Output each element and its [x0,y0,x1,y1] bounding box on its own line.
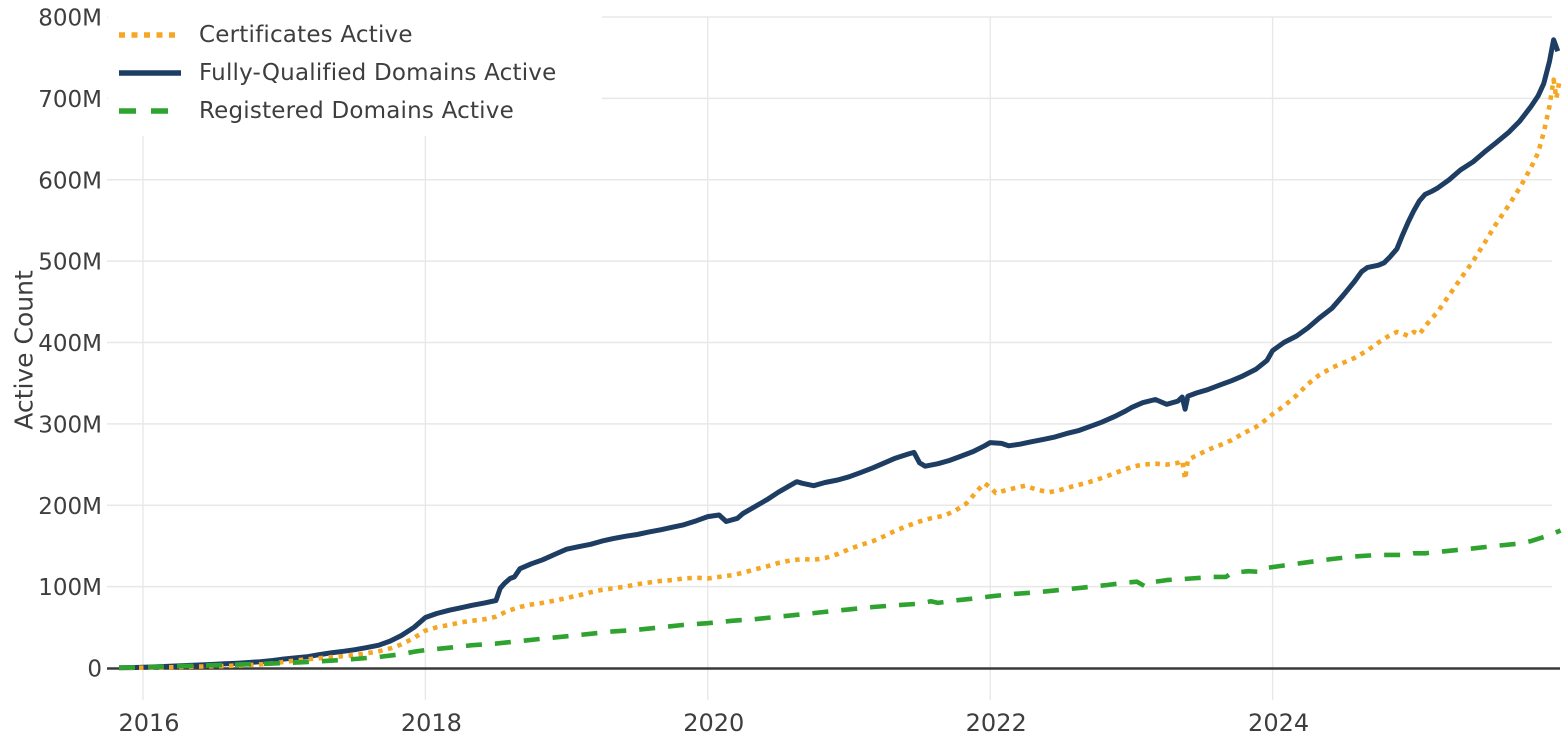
y-tick-label: 100M [38,575,102,601]
y-tick-label: 500M [38,250,102,276]
y-tick-label: 200M [38,494,102,520]
legend-label-certificates-active: Certificates Active [199,22,413,48]
x-tick-label: 2018 [401,709,462,737]
legend-item-fqdn-active[interactable]: Fully-Qualified Domains Active [118,54,556,92]
legend: Certificates Active Fully-Qualified Doma… [108,12,603,136]
x-tick-label: 2016 [118,709,179,737]
legend-label-fqdn-active: Fully-Qualified Domains Active [199,60,557,86]
legend-label-registered-domains-active: Registered Domains Active [199,98,514,124]
series-line-fully-qualified-domains-active [118,37,1561,671]
y-axis-title: Active Count [9,270,39,430]
solid-line-swatch-icon [119,70,181,76]
series-line-certificates-active [118,77,1562,671]
dashed-line-swatch-icon [119,108,181,114]
y-tick-label: 700M [38,87,102,113]
y-tick-label: 800M [38,6,102,32]
dotted-line-swatch-icon [119,32,181,38]
x-tick-label: 2022 [966,709,1027,737]
legend-item-certificates-active[interactable]: Certificates Active [118,16,556,54]
x-tick-label: 2020 [683,709,744,737]
y-tick-label: 400M [38,331,102,357]
legend-item-registered-domains-active[interactable]: Registered Domains Active [118,92,556,130]
y-tick-label: 0 [87,657,102,683]
y-tick-label: 600M [38,168,102,194]
x-tick-label: 2024 [1248,709,1309,737]
y-tick-label: 300M [38,412,102,438]
series-line-registered-domains-active [118,528,1562,671]
